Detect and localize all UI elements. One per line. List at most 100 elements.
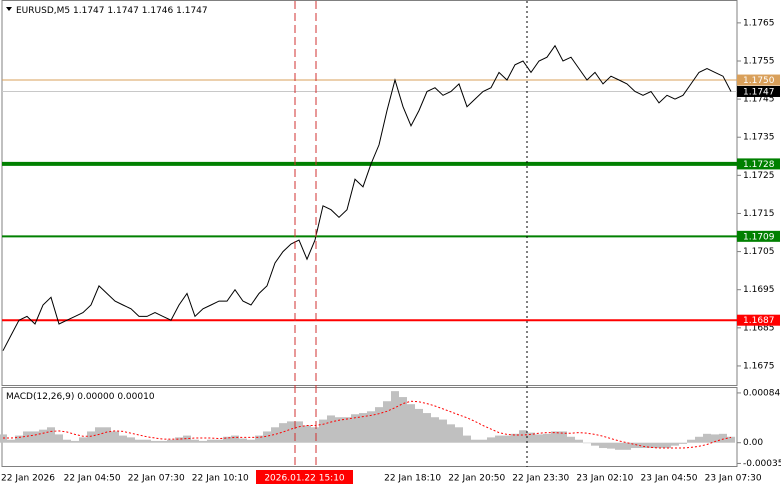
macd-bar bbox=[231, 435, 239, 443]
ohlc-value: 1.1747 bbox=[73, 6, 105, 16]
price-level-box bbox=[737, 74, 780, 86]
highlight-box bbox=[256, 470, 353, 484]
macd-bar bbox=[255, 435, 263, 443]
indicator-value: 0.00010 bbox=[117, 392, 154, 402]
macd-bar bbox=[607, 442, 615, 449]
macd-bar bbox=[223, 436, 231, 443]
x-tick-label: 22 Jan 04:50 bbox=[64, 474, 121, 484]
x-tick-label: 22 Jan 07:30 bbox=[128, 474, 185, 484]
macd-bar bbox=[79, 437, 87, 443]
macd-bar bbox=[703, 433, 711, 443]
y-tick-label: 0.00084 bbox=[743, 388, 780, 398]
price-level-box bbox=[737, 314, 780, 326]
macd-bar bbox=[463, 435, 471, 443]
price-frame bbox=[1, 0, 738, 386]
macd-bar bbox=[487, 437, 495, 443]
y-tick-label: 1.1725 bbox=[743, 171, 775, 181]
price-level-box bbox=[737, 230, 780, 242]
macd-bar bbox=[183, 435, 191, 443]
macd-bar bbox=[271, 427, 279, 443]
macd-bar bbox=[199, 440, 207, 443]
y-tick-label: 1.1705 bbox=[743, 247, 775, 257]
macd-bar bbox=[695, 436, 703, 443]
macd-bar bbox=[111, 431, 119, 443]
signal-line bbox=[3, 400, 732, 449]
macd-bar bbox=[471, 439, 479, 443]
x-tick-label: 22 Jan 2026 bbox=[1, 474, 55, 484]
macd-bar bbox=[143, 439, 151, 443]
macd-bar bbox=[647, 442, 655, 449]
y-tick-label: 1.1675 bbox=[743, 361, 775, 371]
indicator-name: MACD(12,26,9) bbox=[6, 392, 74, 402]
macd-bar bbox=[687, 439, 695, 443]
macd-bar bbox=[47, 427, 55, 443]
macd-bar bbox=[399, 397, 407, 443]
macd-bar bbox=[159, 440, 167, 443]
highlight-label: 2026.01.22 15:10 bbox=[264, 474, 345, 484]
ohlc-value: 1.1747 bbox=[176, 6, 208, 16]
macd-bar bbox=[615, 442, 623, 450]
y-tick-label: 1.1765 bbox=[743, 18, 775, 28]
macd-bar bbox=[679, 442, 687, 444]
macd-bar bbox=[343, 417, 351, 443]
y-tick-label: 0.00 bbox=[743, 438, 763, 448]
price-level-label: 1.1747 bbox=[743, 87, 775, 97]
macd-bar bbox=[247, 439, 255, 443]
macd-bar bbox=[351, 414, 359, 443]
macd-bar bbox=[719, 433, 727, 443]
macd-bar bbox=[167, 439, 175, 443]
macd-bar bbox=[239, 438, 247, 443]
macd-bar bbox=[71, 440, 79, 443]
macd-bar bbox=[503, 435, 511, 443]
y-tick-label: -0.00035 bbox=[743, 459, 781, 469]
macd-bar bbox=[39, 429, 47, 443]
macd-bar bbox=[319, 419, 327, 443]
ohlc-value: 1.1747 bbox=[107, 6, 139, 16]
macd-bar bbox=[175, 437, 183, 443]
macd-bar bbox=[151, 440, 159, 443]
macd-bar bbox=[535, 434, 543, 443]
macd-bar bbox=[127, 437, 135, 443]
macd-bar bbox=[311, 427, 319, 443]
macd-bar bbox=[479, 439, 487, 443]
x-tick-label: 22 Jan 20:50 bbox=[448, 474, 505, 484]
macd-bar bbox=[567, 436, 575, 443]
macd-bar bbox=[599, 442, 607, 449]
macd-bar bbox=[407, 404, 415, 443]
macd-bar bbox=[415, 408, 423, 443]
macd-bar bbox=[15, 435, 23, 443]
macd-bar bbox=[575, 439, 583, 443]
macd-bar bbox=[191, 439, 199, 443]
macd-bar bbox=[583, 442, 591, 444]
macd-bar bbox=[335, 417, 343, 443]
macd-bar bbox=[455, 427, 463, 443]
macd-bar bbox=[31, 431, 39, 443]
y-tick-label: 1.1755 bbox=[743, 56, 775, 66]
background bbox=[1, 0, 738, 467]
macd-bar bbox=[263, 431, 271, 443]
macd-bar bbox=[559, 431, 567, 443]
macd-bar bbox=[287, 421, 295, 443]
macd-bar bbox=[431, 417, 439, 443]
price-level-box bbox=[737, 85, 780, 97]
macd-bar bbox=[63, 439, 71, 443]
price-level-label: 1.1687 bbox=[743, 316, 775, 326]
y-tick-label: 1.1715 bbox=[743, 209, 775, 219]
macd-bar bbox=[215, 439, 223, 443]
macd-bar bbox=[423, 413, 431, 443]
symbol-header: EURUSD,M5 1.1747 1.1747 1.1746 1.1747 bbox=[16, 6, 208, 16]
x-tick-label: 23 Jan 02:10 bbox=[576, 474, 633, 484]
macd-bar bbox=[391, 391, 399, 443]
macd-bar bbox=[495, 435, 503, 443]
macd-bar bbox=[591, 442, 599, 446]
macd-bar bbox=[727, 436, 735, 443]
macd-bar bbox=[359, 413, 367, 443]
y-tick-label: 1.1695 bbox=[743, 285, 775, 295]
macd-bar bbox=[527, 432, 535, 443]
macd-bar bbox=[135, 439, 143, 443]
macd-bar bbox=[447, 424, 455, 443]
macd-bar bbox=[327, 415, 335, 443]
price-level-label: 1.1728 bbox=[743, 160, 775, 170]
macd-bar bbox=[623, 442, 631, 450]
